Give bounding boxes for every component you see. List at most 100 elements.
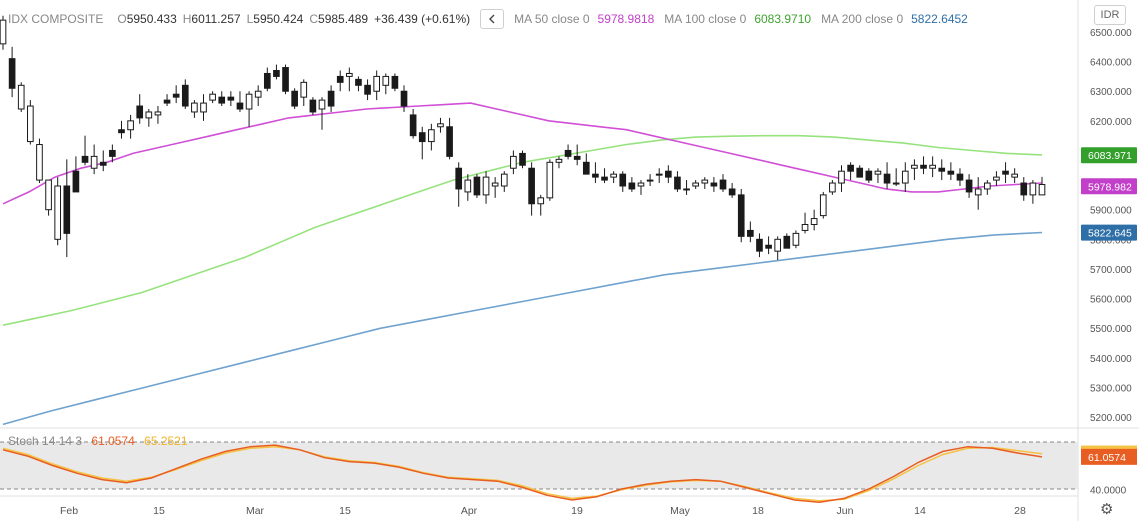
candle-body bbox=[1002, 170, 1009, 175]
candle bbox=[874, 168, 882, 184]
candle bbox=[236, 91, 244, 112]
stoch-legend: Stoch 14 14 3 61.0574 65.2521 bbox=[8, 434, 188, 448]
candle bbox=[72, 156, 80, 193]
candle bbox=[391, 73, 399, 92]
candle bbox=[99, 150, 107, 172]
ma100-label: MA 100 close 0 bbox=[664, 12, 747, 26]
ma50-label: MA 50 close 0 bbox=[514, 12, 590, 26]
candle bbox=[127, 114, 134, 139]
candle-body bbox=[774, 238, 782, 252]
candle-body bbox=[109, 149, 116, 157]
candle bbox=[45, 179, 52, 216]
candle bbox=[81, 135, 89, 166]
candle bbox=[747, 221, 754, 243]
candle-body bbox=[400, 90, 408, 107]
candle bbox=[437, 117, 444, 133]
settings-gear-icon[interactable]: ⚙ bbox=[1100, 501, 1114, 518]
candle-body bbox=[601, 176, 608, 181]
y-tick-label: 6200.000 bbox=[1090, 117, 1132, 128]
candle-body bbox=[200, 102, 207, 113]
candle bbox=[655, 168, 663, 184]
candle bbox=[109, 144, 116, 163]
candle bbox=[254, 85, 262, 107]
candle bbox=[592, 162, 599, 184]
candle-body bbox=[172, 93, 180, 98]
candle bbox=[118, 120, 125, 139]
y-tick-label: 5400.000 bbox=[1090, 354, 1132, 365]
candle bbox=[901, 162, 909, 192]
candle-body bbox=[528, 167, 535, 205]
ma200-price-badge-box bbox=[1081, 224, 1137, 241]
candle-body bbox=[209, 93, 216, 101]
candle-body bbox=[874, 170, 882, 175]
candle-body bbox=[993, 176, 1000, 181]
x-tick-label: 18 bbox=[752, 505, 764, 517]
candle bbox=[500, 171, 508, 192]
candle-body bbox=[36, 144, 43, 181]
main-legend: IDX COMPOSITE O 5950.433 H 6011.257 L 5950.… bbox=[8, 9, 978, 29]
candle-body bbox=[674, 176, 681, 190]
candle bbox=[537, 194, 545, 216]
candle bbox=[974, 177, 982, 210]
high-label: H bbox=[182, 12, 192, 26]
candle-body bbox=[1029, 182, 1037, 196]
candle-body bbox=[655, 173, 663, 176]
candle-body bbox=[336, 75, 344, 83]
candle bbox=[327, 85, 335, 112]
candle bbox=[892, 168, 900, 186]
candle bbox=[510, 150, 517, 175]
candle-body bbox=[500, 173, 508, 187]
candle bbox=[145, 109, 153, 127]
candle-body bbox=[1020, 182, 1028, 196]
candle bbox=[610, 171, 617, 184]
collapse-legend-button[interactable] bbox=[480, 9, 505, 29]
candle-body bbox=[364, 84, 371, 95]
candle-body bbox=[99, 161, 107, 166]
currency-selector[interactable]: IDR bbox=[1094, 5, 1126, 25]
x-tick-label: 19 bbox=[571, 505, 583, 517]
candle bbox=[546, 159, 554, 201]
y-tick-label: 5600.000 bbox=[1090, 295, 1132, 306]
candle bbox=[291, 88, 298, 109]
candle bbox=[446, 117, 453, 160]
candle-body bbox=[8, 58, 16, 89]
candle bbox=[1038, 176, 1046, 196]
candle-body bbox=[309, 99, 317, 113]
stoch-k-line bbox=[2, 444, 1043, 504]
candle-body bbox=[227, 96, 235, 101]
candle-body bbox=[555, 158, 563, 163]
candle-body bbox=[983, 182, 991, 190]
candle-body bbox=[254, 90, 262, 98]
candle-body bbox=[883, 173, 891, 184]
candle bbox=[701, 177, 709, 189]
candle-body bbox=[291, 90, 298, 107]
candle-body bbox=[965, 179, 973, 193]
y-tick-label: 6300.000 bbox=[1090, 87, 1132, 98]
candle bbox=[245, 91, 253, 127]
candle-body bbox=[592, 173, 599, 178]
open-value: 5950.433 bbox=[126, 12, 177, 26]
candle bbox=[409, 109, 417, 139]
candle-body bbox=[801, 224, 809, 231]
candle bbox=[318, 97, 326, 130]
candle-body bbox=[263, 72, 271, 89]
candle bbox=[227, 91, 235, 107]
candle-body bbox=[81, 155, 89, 163]
candle bbox=[491, 177, 499, 198]
candle bbox=[582, 153, 590, 175]
candle-body bbox=[0, 19, 7, 45]
candle-body bbox=[154, 111, 162, 116]
candle bbox=[27, 100, 34, 145]
ma100-value: 6083.9710 bbox=[754, 12, 812, 26]
candle-body bbox=[245, 93, 253, 110]
candle-body bbox=[756, 238, 763, 252]
candle-body bbox=[546, 161, 554, 199]
candle bbox=[674, 171, 681, 192]
candle bbox=[464, 174, 472, 201]
candle-body bbox=[847, 164, 854, 172]
stoch-name: Stoch 14 14 3 bbox=[8, 434, 83, 448]
candle-body bbox=[446, 126, 453, 157]
candle bbox=[418, 126, 426, 160]
candle bbox=[309, 97, 317, 115]
